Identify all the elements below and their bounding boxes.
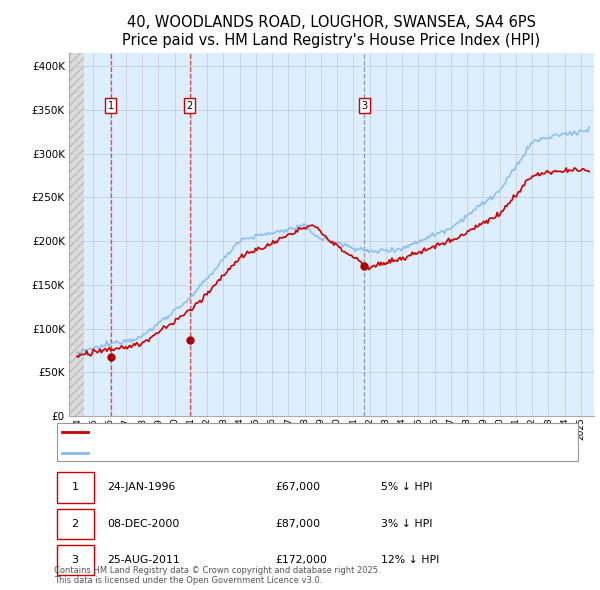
Text: 12% ↓ HPI: 12% ↓ HPI	[382, 555, 440, 565]
FancyBboxPatch shape	[56, 472, 94, 503]
Text: £172,000: £172,000	[276, 555, 328, 565]
FancyBboxPatch shape	[56, 423, 578, 461]
Text: 2: 2	[71, 519, 79, 529]
Text: 24-JAN-1996: 24-JAN-1996	[107, 483, 175, 492]
Text: 3: 3	[71, 555, 79, 565]
Text: 1: 1	[108, 101, 114, 111]
FancyBboxPatch shape	[56, 509, 94, 539]
Text: 1: 1	[71, 483, 79, 492]
Text: 3% ↓ HPI: 3% ↓ HPI	[382, 519, 433, 529]
Text: HPI: Average price, detached house, Swansea: HPI: Average price, detached house, Swan…	[94, 448, 322, 457]
Text: 2: 2	[187, 101, 193, 111]
Text: 3: 3	[361, 101, 367, 111]
Text: £67,000: £67,000	[276, 483, 321, 492]
Text: 40, WOODLANDS ROAD, LOUGHOR, SWANSEA, SA4 6PS (detached house): 40, WOODLANDS ROAD, LOUGHOR, SWANSEA, SA…	[94, 427, 463, 437]
Text: 25-AUG-2011: 25-AUG-2011	[107, 555, 179, 565]
Text: 08-DEC-2000: 08-DEC-2000	[107, 519, 179, 529]
Text: 5% ↓ HPI: 5% ↓ HPI	[382, 483, 433, 492]
Title: 40, WOODLANDS ROAD, LOUGHOR, SWANSEA, SA4 6PS
Price paid vs. HM Land Registry's : 40, WOODLANDS ROAD, LOUGHOR, SWANSEA, SA…	[122, 15, 541, 48]
Bar	[69, 53, 83, 416]
Text: £87,000: £87,000	[276, 519, 321, 529]
Text: Contains HM Land Registry data © Crown copyright and database right 2025.
This d: Contains HM Land Registry data © Crown c…	[54, 566, 380, 585]
FancyBboxPatch shape	[56, 545, 94, 575]
